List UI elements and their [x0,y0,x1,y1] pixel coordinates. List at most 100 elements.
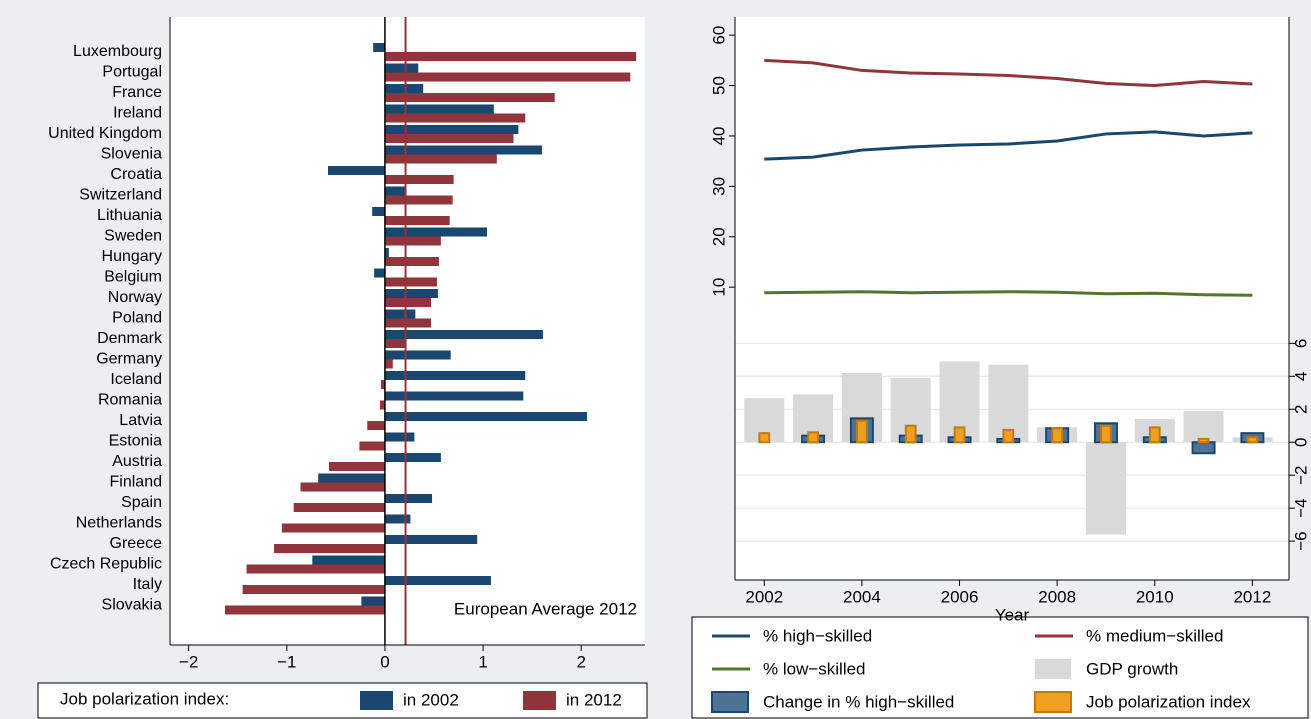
bar [1051,427,1064,444]
category-label: Finland [110,474,162,491]
y2-tick-label: −2 [1291,465,1310,484]
y-tick-label: 60 [709,26,728,45]
category-label: Greece [110,535,163,552]
category-label: Latvia [119,412,162,429]
category-label: Poland [112,310,162,327]
bar [856,419,868,444]
legend-label: GDP growth [1086,659,1178,678]
legend-label: in 2012 [566,690,622,709]
bar [384,309,416,319]
category-label: Czech Republic [50,556,162,573]
x-tick-label: 2004 [843,587,881,606]
bar [384,227,487,237]
category-label: Croatia [110,166,162,183]
category-label: Ireland [113,105,162,122]
category-label: Austria [112,453,162,470]
legend-label: % low−skilled [763,659,866,678]
bar [312,555,385,565]
y2-tick-label: 4 [1291,372,1310,381]
bar [274,544,385,553]
category-label: Norway [108,289,162,306]
bar [384,330,543,339]
x-tick-label: 2010 [1136,587,1174,606]
bar [384,339,407,348]
bar [224,605,385,615]
y-tick-label: 40 [709,126,728,145]
category-label: Iceland [110,371,162,388]
bar [904,424,917,444]
bar [384,63,419,73]
bar [1100,424,1112,444]
bar [367,421,385,430]
category-label: Denmark [97,330,163,347]
bar [361,596,385,606]
bar [384,154,497,164]
category-label: Sweden [104,228,162,245]
bar [953,426,966,444]
bar [384,432,415,442]
bar [281,523,385,533]
bar [384,535,478,544]
bar [384,298,432,307]
x-tick-label: 0 [380,652,389,671]
x-tick-label: 2008 [1038,587,1076,606]
bar [758,432,771,444]
x-tick-label: 2 [576,652,585,671]
bar [374,268,385,278]
bar [293,503,385,512]
x-tick-label: 2002 [745,587,783,606]
bar [384,371,526,380]
bar [384,576,491,585]
bar [328,462,385,471]
category-label: Switzerland [79,187,162,204]
bar [359,441,385,451]
x-tick-label: −1 [277,652,296,671]
category-label: Lithuania [97,207,162,224]
bar [384,84,424,93]
y-tick-label: 50 [709,76,728,95]
bar [384,72,631,82]
bar [381,380,385,389]
y-tick-label: 30 [709,177,728,196]
bar [384,277,437,287]
category-label: Slovakia [102,597,163,614]
bar [384,412,588,421]
bar [384,318,432,328]
right-plot-area [735,17,1289,580]
bar [384,248,389,257]
bar [384,104,494,114]
y2-tick-label: 0 [1291,437,1310,446]
category-label: Slovenia [101,146,162,163]
bar [384,52,637,61]
y-tick-label: 10 [709,278,728,297]
category-label: Spain [121,494,162,511]
y-tick-label: 20 [709,227,728,246]
category-label: France [112,84,162,101]
legend-title: Job polarization index: [60,689,229,708]
bar [807,431,819,444]
bar [1085,442,1126,535]
category-label: Netherlands [76,515,162,532]
right-legend-box [691,616,1309,719]
category-label: Estonia [109,433,162,450]
x-axis-title: Year [995,605,1030,624]
bar [384,113,526,123]
x-tick-label: 1 [478,652,487,671]
category-label: Luxembourg [73,43,162,60]
bar [246,564,385,574]
bar [384,453,441,462]
bar [384,494,433,503]
bar [384,145,542,155]
legend-swatch [523,691,556,710]
bar [384,195,453,205]
category-label: Romania [98,392,162,409]
line [764,290,1253,297]
x-tick-label: 2006 [941,587,979,606]
bar [1197,437,1210,444]
legend-swatch [711,691,749,713]
bar [384,236,441,246]
bar [318,473,385,483]
bar [300,482,385,492]
category-label: Hungary [102,248,162,265]
